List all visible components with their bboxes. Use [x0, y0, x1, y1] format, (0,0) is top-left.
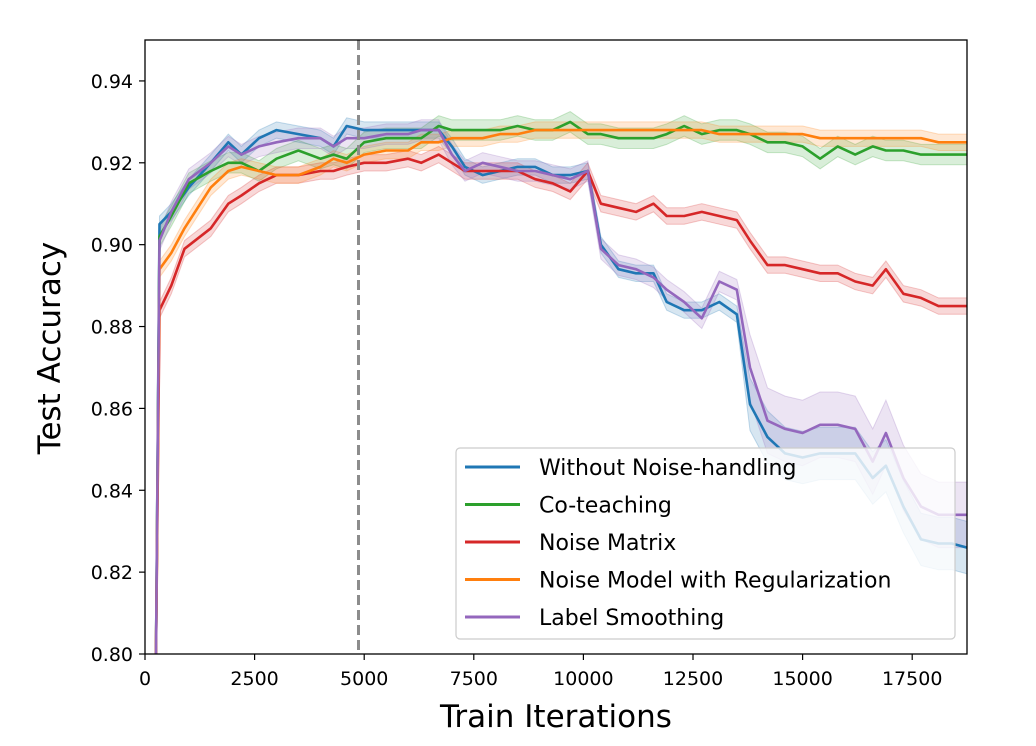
- series-line-label-smoothing: [154, 128, 967, 654]
- x-tick-label: 7500: [450, 668, 498, 690]
- y-axis-label: Test Accuracy: [32, 242, 68, 455]
- band-co-teaching: [155, 111, 967, 654]
- y-axis-ticks: 0.80 0.82 0.84 0.86 0.88 0.90 0.92 0.94: [91, 71, 145, 666]
- legend: Without Noise-handling Co-teaching Noise M…: [455, 447, 956, 640]
- legend-label: Noise Model with Regularization: [539, 569, 891, 594]
- y-tick-label: 0.94: [91, 71, 133, 93]
- legend-label: Label Smoothing: [539, 606, 724, 631]
- x-tick-label: 12500: [663, 668, 723, 690]
- x-tick-label: 17500: [882, 668, 942, 690]
- y-tick-label: 0.92: [91, 153, 133, 175]
- legend-label: Without Noise-handling: [539, 456, 796, 481]
- legend-box: [455, 447, 956, 640]
- x-axis-label: Train Iterations: [439, 699, 672, 735]
- series-line-noise-model-with-regularization: [154, 128, 967, 654]
- x-axis-ticks: 0 2500 5000 7500 10000 12500 15000 17500: [139, 654, 942, 690]
- plot-frame: [144, 39, 968, 655]
- x-tick-label: 10000: [553, 668, 613, 690]
- legend-label: Co-teaching: [539, 494, 672, 519]
- legend-label: Noise Matrix: [539, 531, 676, 556]
- y-tick-label: 0.84: [91, 480, 133, 502]
- y-tick-label: 0.90: [91, 235, 133, 257]
- x-tick-label: 5000: [340, 668, 388, 690]
- y-tick-label: 0.86: [91, 398, 133, 420]
- band-label-smoothing: [155, 119, 967, 654]
- x-tick-label: 0: [139, 668, 151, 690]
- x-tick-label: 15000: [772, 668, 832, 690]
- series-lines: [154, 120, 967, 654]
- y-tick-label: 0.82: [91, 562, 133, 584]
- x-tick-label: 2500: [230, 668, 278, 690]
- y-tick-label: 0.80: [91, 644, 133, 666]
- y-tick-label: 0.88: [91, 317, 133, 339]
- band-noise-model-with-regularization: [155, 121, 967, 654]
- series-line-co-teaching: [154, 120, 967, 654]
